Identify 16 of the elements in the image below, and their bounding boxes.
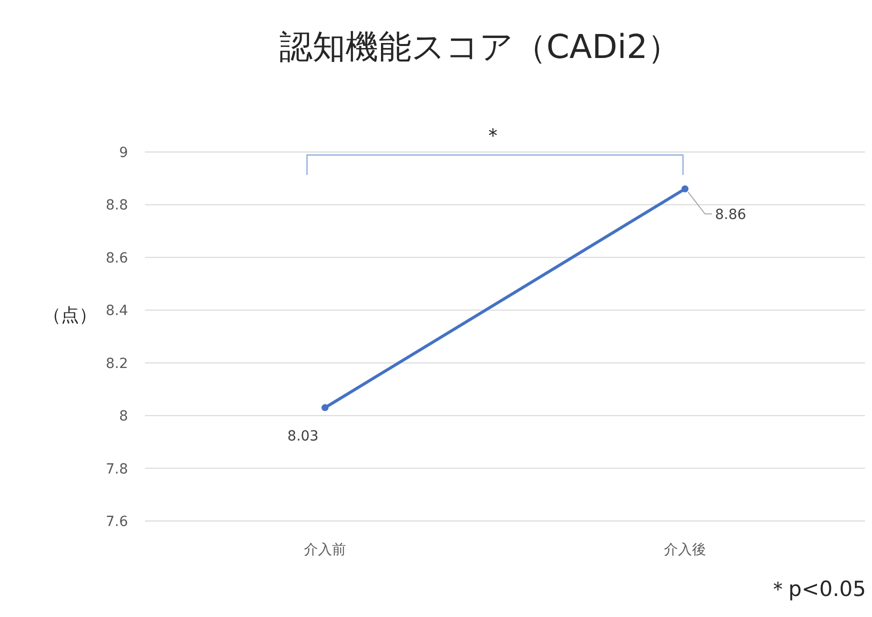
data-label: 8.86 <box>715 206 746 223</box>
y-tick-label: 8 <box>119 408 128 425</box>
y-tick-label: 7.6 <box>106 514 128 530</box>
text: ＊ <box>483 123 503 147</box>
x-tick-label: 介入前 <box>304 542 346 558</box>
y-axis-title: （点） <box>43 305 97 326</box>
chart-title: 認知機能スコア（CADi2） <box>279 27 681 66</box>
y-tick-label: 8.2 <box>106 356 128 372</box>
x-tick-label: 介入後 <box>664 542 706 558</box>
y-tick-label: 8.8 <box>106 198 128 214</box>
y-tick-label: 8.6 <box>106 250 128 266</box>
y-tick-label: 9 <box>119 145 128 161</box>
data-label: 8.03 <box>287 428 319 445</box>
y-tick-label: 8.4 <box>106 303 128 320</box>
text: ＊p<0.05 <box>767 577 866 601</box>
y-tick-label: 7.8 <box>106 461 128 478</box>
